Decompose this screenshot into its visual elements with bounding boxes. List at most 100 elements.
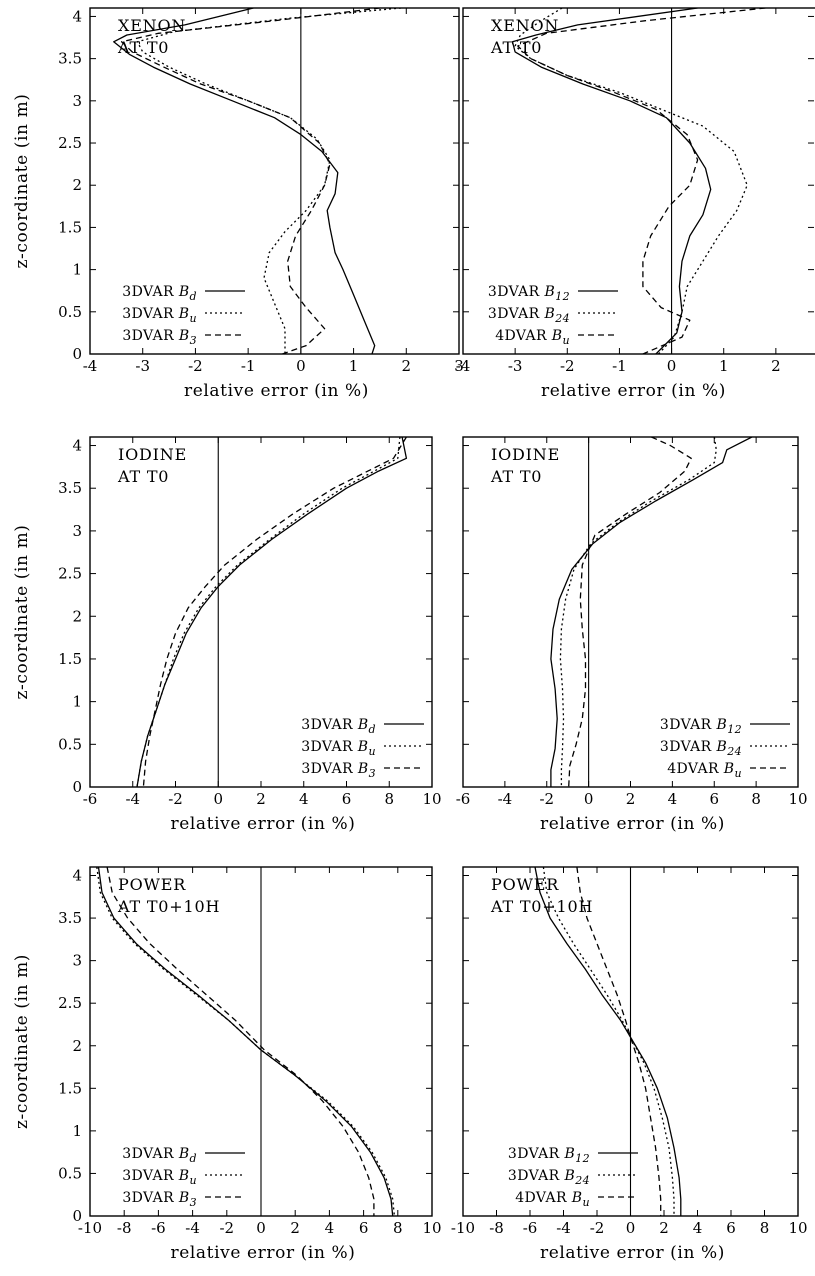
series-line-solid bbox=[113, 8, 376, 354]
x-tick-label: -6 bbox=[151, 1219, 166, 1237]
panel-annotation: AT T0 bbox=[117, 38, 169, 57]
y-tick-label: 3.5 bbox=[58, 50, 82, 68]
plot-frame bbox=[462, 7, 815, 355]
series-line-dotted bbox=[542, 867, 675, 1216]
legend-label: 3DVAR Bd bbox=[122, 1146, 197, 1165]
x-tick-label: -1 bbox=[612, 357, 627, 375]
y-tick-label: 0 bbox=[72, 1207, 82, 1225]
legend-label: 4DVAR Bu bbox=[667, 761, 742, 780]
y-tick-label: 4 bbox=[72, 437, 82, 455]
series-line-solid bbox=[511, 8, 712, 354]
x-tick-label: 4 bbox=[325, 1219, 335, 1237]
x-tick-label: -10 bbox=[451, 1219, 475, 1237]
x-tick-label: -6 bbox=[523, 1219, 538, 1237]
panel-annotation: POWER bbox=[118, 875, 186, 894]
x-tick-label: 4 bbox=[668, 790, 678, 808]
legend-label: 3DVAR B12 bbox=[660, 717, 742, 736]
legend-label: 3DVAR B24 bbox=[508, 1168, 590, 1187]
x-tick-label: 6 bbox=[726, 1219, 736, 1237]
x-tick-label: -4 bbox=[556, 1219, 571, 1237]
x-tick-label: 6 bbox=[709, 790, 719, 808]
series-line-solid bbox=[534, 867, 682, 1216]
panel-annotation: AT T0 bbox=[490, 467, 542, 486]
x-tick-label: 0 bbox=[256, 1219, 266, 1237]
x-tick-label: 1 bbox=[719, 357, 729, 375]
y-tick-label: 1.5 bbox=[58, 218, 82, 236]
x-tick-label: 0 bbox=[626, 1219, 636, 1237]
series-line-dashed bbox=[568, 437, 692, 787]
y-tick-label: 0 bbox=[72, 778, 82, 796]
legend-label: 3DVAR B3 bbox=[122, 328, 197, 347]
panel-annotation: AT T0 bbox=[117, 467, 169, 486]
series-line-dashed bbox=[120, 8, 380, 354]
x-tick-label: 0 bbox=[584, 790, 594, 808]
x-tick-label: -3 bbox=[135, 357, 150, 375]
y-tick-label: 3.5 bbox=[58, 479, 82, 497]
panel-annotation: IODINE bbox=[491, 445, 560, 464]
series-line-solid bbox=[136, 437, 408, 787]
x-tick-label: 2 bbox=[659, 1219, 669, 1237]
x-tick-label: 6 bbox=[342, 790, 352, 808]
x-tick-label: 2 bbox=[626, 790, 636, 808]
legend-label: 3DVAR B12 bbox=[488, 284, 570, 303]
plot-frame bbox=[89, 7, 460, 355]
series-group bbox=[96, 867, 396, 1216]
series-line-dotted bbox=[136, 437, 401, 787]
legend-label: 3DVAR Bu bbox=[122, 1168, 197, 1187]
x-tick-label: -2 bbox=[590, 1219, 605, 1237]
y-tick-label: 1 bbox=[72, 261, 82, 279]
x-tick-label: -2 bbox=[168, 790, 183, 808]
x-tick-label: 8 bbox=[751, 790, 761, 808]
x-tick-label: 10 bbox=[788, 790, 807, 808]
y-tick-label: 0 bbox=[72, 345, 82, 363]
legend-label: 3DVAR Bd bbox=[122, 284, 197, 303]
y-axis-title: z-coordinate (in m) bbox=[12, 954, 32, 1129]
series-group bbox=[113, 8, 402, 354]
series-line-dashed bbox=[142, 437, 407, 787]
x-axis-title: relative error (in %) bbox=[540, 1243, 725, 1263]
x-tick-label: -4 bbox=[498, 790, 513, 808]
panel-2: -4 -3 -2 -1 0 1 2 relative error (in %) XENON AT … bbox=[456, 7, 815, 401]
x-tick-label: -3 bbox=[508, 357, 523, 375]
x-tick-label: -8 bbox=[489, 1219, 504, 1237]
series-group bbox=[511, 8, 766, 354]
series-line-solid bbox=[97, 867, 394, 1216]
y-tick-label: 3 bbox=[72, 522, 82, 540]
legend-label: 3DVAR B24 bbox=[488, 306, 570, 325]
y-axis-title: z-coordinate (in m) bbox=[12, 93, 32, 268]
panel-annotation: AT T0+10H bbox=[117, 897, 220, 916]
series-line-dashed bbox=[576, 867, 662, 1216]
panel-6: -10 -8 -6 -4 -2 0 2 4 6 8 10 relative error (in %) P… bbox=[451, 866, 808, 1263]
x-tick-label: 8 bbox=[393, 1219, 403, 1237]
series-line-dotted bbox=[514, 8, 748, 354]
x-tick-label: 0 bbox=[667, 357, 677, 375]
y-tick-label: 0.5 bbox=[58, 303, 82, 321]
x-axis-title: relative error (in %) bbox=[171, 1243, 356, 1263]
panel-annotation: AT T0 bbox=[490, 38, 542, 57]
x-tick-label: -4 bbox=[125, 790, 140, 808]
y-tick-label: 2.5 bbox=[58, 994, 82, 1012]
x-axis-title: relative error (in %) bbox=[540, 814, 725, 834]
y-tick-label: 2 bbox=[72, 607, 82, 625]
legend-label: 4DVAR Bu bbox=[515, 1190, 590, 1209]
series-group bbox=[550, 437, 753, 787]
series-line-dotted bbox=[96, 867, 396, 1216]
legend-label: 3DVAR B3 bbox=[301, 761, 376, 780]
x-tick-label: -4 bbox=[83, 357, 98, 375]
x-axis-title: relative error (in %) bbox=[541, 381, 726, 401]
series-line-dotted bbox=[136, 8, 402, 354]
x-tick-label: 2 bbox=[402, 357, 412, 375]
x-tick-label: 10 bbox=[422, 790, 441, 808]
x-tick-label: -2 bbox=[219, 1219, 234, 1237]
x-tick-label: 4 bbox=[693, 1219, 703, 1237]
x-tick-label: 3 bbox=[454, 357, 464, 375]
panel-4: -6 -4 -2 0 2 4 6 8 10 relative error (in %) IODINE… bbox=[456, 436, 808, 834]
panel-annotation: XENON bbox=[118, 16, 186, 35]
x-tick-label: 2 bbox=[771, 357, 781, 375]
x-tick-label: -4 bbox=[456, 357, 471, 375]
x-tick-label: -2 bbox=[539, 790, 554, 808]
series-line-solid bbox=[550, 437, 753, 787]
x-tick-label: 0 bbox=[213, 790, 223, 808]
legend-label: 3DVAR Bd bbox=[301, 717, 376, 736]
x-tick-label: 4 bbox=[299, 790, 309, 808]
